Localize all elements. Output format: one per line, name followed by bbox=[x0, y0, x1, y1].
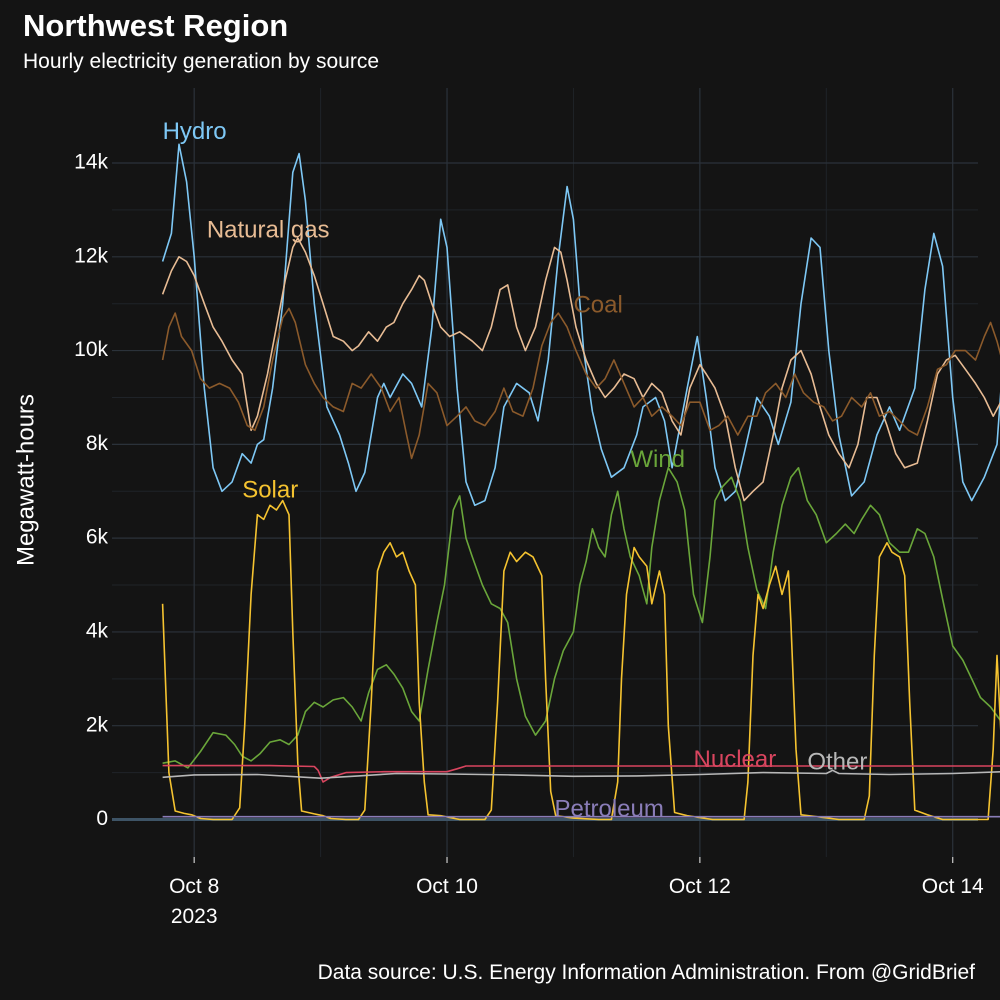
y-tick-label: 12k bbox=[74, 244, 108, 267]
series-line-nuclear bbox=[162, 764, 1000, 783]
chart-subtitle: Hourly electricity generation by source bbox=[23, 50, 379, 73]
series-label-solar: Solar bbox=[242, 477, 298, 504]
series-label-other: Other bbox=[807, 749, 867, 776]
series-label-nuclear: Nuclear bbox=[694, 746, 777, 773]
x-tick-label: Oct 8 bbox=[169, 875, 219, 898]
y-tick-label: 0 bbox=[96, 807, 108, 830]
y-tick-label: 4k bbox=[86, 619, 109, 642]
series-line-natural-gas bbox=[161, 237, 1000, 502]
series-line-coal bbox=[161, 307, 1000, 460]
y-tick-label: 6k bbox=[86, 526, 109, 549]
y-tick-label: 8k bbox=[86, 432, 109, 455]
series-line-other bbox=[162, 769, 1000, 780]
x-tick-sublabel: 2023 bbox=[171, 905, 218, 928]
y-tick-label: 10k bbox=[74, 338, 108, 361]
series-label-wind: Wind bbox=[630, 446, 685, 473]
data-source-caption: Data source: U.S. Energy Information Adm… bbox=[317, 961, 975, 984]
series-lines bbox=[161, 143, 1000, 821]
axes: 0 2k 4k 6k 8k 10k 12k 14k Oct 8 2023 Oct 10 Oct 12 O… bbox=[74, 151, 984, 928]
x-tick-label: Oct 10 bbox=[416, 875, 478, 898]
series-label-natural-gas: Natural gas bbox=[207, 216, 330, 243]
y-tick-label: 14k bbox=[74, 151, 108, 174]
series-label-hydro: Hydro bbox=[163, 118, 227, 145]
series-line-solar bbox=[161, 499, 1000, 821]
x-tick-label: Oct 14 bbox=[922, 875, 984, 898]
chart-title: Northwest Region bbox=[23, 8, 289, 43]
y-tick-label: 2k bbox=[86, 713, 109, 736]
series-line-wind bbox=[162, 466, 1000, 769]
grid bbox=[112, 88, 978, 857]
series-line-hydro bbox=[161, 143, 1000, 507]
series-label-petroleum: Petroleum bbox=[554, 795, 663, 822]
series-labels: Hydro Natural gas Coal Wind Solar Nuclear Othe… bbox=[163, 118, 868, 823]
x-tick-label: Oct 12 bbox=[669, 875, 731, 898]
y-axis-label: Megawatt-hours bbox=[12, 394, 39, 566]
series-label-coal: Coal bbox=[573, 291, 622, 318]
